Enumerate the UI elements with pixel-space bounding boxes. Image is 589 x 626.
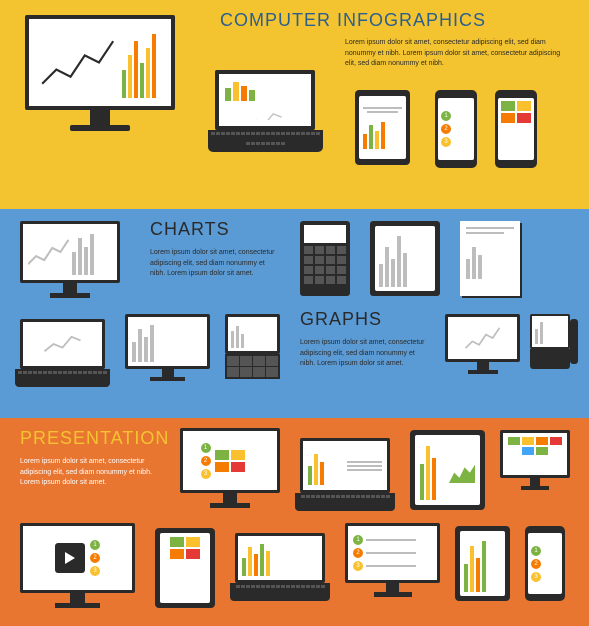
device-tablet [370, 221, 440, 296]
section-presentation: Presentation Lorem ipsum dolor sit amet,… [0, 418, 589, 626]
device-laptop [235, 533, 325, 601]
tile [170, 549, 184, 559]
number-badge: 1 [531, 546, 541, 556]
number-badge: 3 [353, 561, 363, 571]
line-chart-icon [225, 104, 305, 120]
device-monitor [20, 221, 120, 298]
tile [517, 101, 531, 111]
device-document [460, 221, 520, 296]
number-badge: 2 [90, 553, 100, 563]
line-chart-icon [452, 321, 513, 355]
tile [170, 537, 184, 547]
line-chart-icon [27, 326, 98, 362]
tile [186, 549, 200, 559]
device-monitor [125, 314, 210, 381]
tile [517, 113, 531, 123]
number-badge: 1 [353, 535, 363, 545]
tile [508, 437, 520, 445]
tile [501, 101, 515, 111]
play-icon [55, 543, 85, 573]
tile [536, 447, 548, 455]
title-graphs: Graphs Lorem ipsum dolor sit amet, conse… [300, 309, 430, 370]
device-deskphone [530, 314, 570, 369]
body-text: Lorem ipsum dolor sit amet, consectetur … [345, 38, 565, 70]
device-laptop [300, 438, 390, 511]
section-computer-infographics: Computer infographics Lorem ipsum dolor … [0, 0, 589, 209]
title-presentation: Presentation Lorem ipsum dolor sit amet,… [20, 428, 160, 489]
device-calculator [300, 221, 350, 296]
tile [501, 113, 515, 123]
device-tablet [155, 528, 215, 608]
number-badge: 3 [441, 137, 451, 147]
title-charts: Charts Lorem ipsum dolor sit amet, conse… [150, 219, 280, 280]
tile [215, 450, 229, 460]
number-badge: 2 [201, 456, 211, 466]
device-tablet [410, 430, 485, 510]
tile [186, 537, 200, 547]
device-tablet [355, 90, 410, 165]
device-laptop [20, 319, 105, 387]
number-badge: 3 [531, 572, 541, 582]
number-badge: 1 [90, 540, 100, 550]
area-chart-icon [449, 440, 475, 500]
device-monitor [25, 15, 175, 131]
number-badge: 2 [441, 124, 451, 134]
title-computer-infographics: Computer infographics [220, 10, 560, 31]
device-monitor: 1 2 3 [20, 523, 135, 608]
device-phone: 1 2 3 [525, 526, 565, 601]
section-charts-graphs: Charts Lorem ipsum dolor sit amet, conse… [0, 209, 589, 418]
tile [550, 437, 562, 445]
tile [231, 450, 245, 460]
tile [522, 437, 534, 445]
number-badge: 1 [201, 443, 211, 453]
line-chart-icon [28, 229, 69, 275]
device-laptop [215, 70, 315, 152]
line-chart-icon [37, 27, 118, 98]
device-monitor: 1 2 3 [345, 523, 440, 597]
title-block: Computer infographics [220, 10, 560, 39]
device-tablet [455, 526, 510, 601]
tile [215, 462, 229, 472]
tile [536, 437, 548, 445]
tile [522, 447, 534, 455]
device-monitor [500, 430, 570, 490]
number-badge: 3 [90, 566, 100, 576]
number-badge: 2 [531, 559, 541, 569]
number-badge: 2 [353, 548, 363, 558]
device-phone [495, 90, 537, 168]
device-phone: 1 2 3 [435, 90, 477, 168]
number-badge: 1 [441, 111, 451, 121]
device-monitor: 1 2 3 [180, 428, 280, 508]
number-badge: 3 [201, 469, 211, 479]
device-pos [225, 314, 280, 379]
tile [231, 462, 245, 472]
device-monitor [445, 314, 520, 374]
